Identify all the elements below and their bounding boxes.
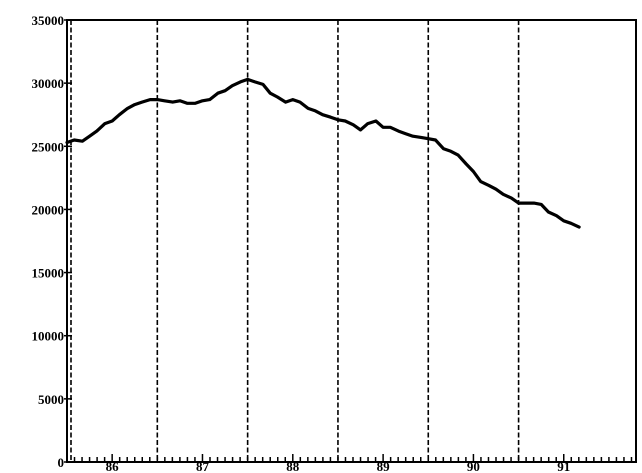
x-tick-label: 91	[557, 459, 570, 473]
y-axis-ticks	[64, 19, 72, 463]
y-tick-label: 5000	[38, 392, 64, 407]
x-tick-label: 90	[467, 459, 480, 473]
series-line	[65, 77, 581, 229]
y-tick-label: 15000	[32, 266, 65, 281]
y-tick-label: 20000	[32, 202, 65, 217]
x-tick-label: 86	[106, 459, 120, 473]
plot-frame	[66, 19, 637, 463]
y-tick-label: 25000	[32, 139, 65, 154]
x-tick-label: 87	[196, 459, 210, 473]
x-tick-label: 89	[377, 459, 391, 473]
y-tick-label: 30000	[32, 76, 65, 91]
x-axis-ticks	[66, 454, 633, 462]
x-axis-tick-labels: 86 87 88 89 90 91	[106, 459, 571, 473]
x-tick-label: 88	[286, 459, 300, 473]
year-dividers	[66, 20, 520, 462]
y-tick-label: 0	[58, 455, 65, 470]
y-tick-label: 35000	[32, 13, 65, 28]
y-tick-label: 10000	[32, 329, 65, 344]
y-axis-tick-labels: 0 5000 10000 15000 20000 25000 30000 35000	[32, 13, 65, 470]
